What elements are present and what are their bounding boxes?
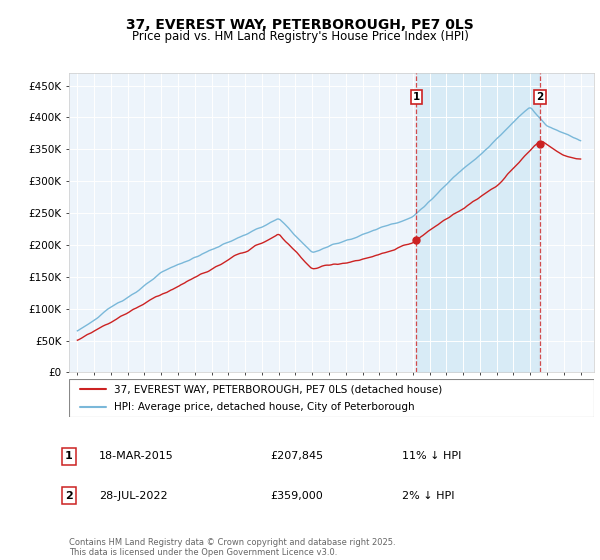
Text: 2: 2 [65,491,73,501]
Text: Price paid vs. HM Land Registry's House Price Index (HPI): Price paid vs. HM Land Registry's House … [131,30,469,44]
Text: 2% ↓ HPI: 2% ↓ HPI [402,491,455,501]
Text: 1: 1 [65,451,73,461]
Text: 18-MAR-2015: 18-MAR-2015 [99,451,174,461]
Text: £207,845: £207,845 [270,451,323,461]
Text: 11% ↓ HPI: 11% ↓ HPI [402,451,461,461]
Text: 28-JUL-2022: 28-JUL-2022 [99,491,167,501]
Text: Contains HM Land Registry data © Crown copyright and database right 2025.
This d: Contains HM Land Registry data © Crown c… [69,538,395,557]
Text: HPI: Average price, detached house, City of Peterborough: HPI: Average price, detached house, City… [113,402,414,412]
Text: £359,000: £359,000 [270,491,323,501]
Text: 37, EVEREST WAY, PETERBOROUGH, PE7 0LS: 37, EVEREST WAY, PETERBOROUGH, PE7 0LS [126,18,474,32]
Text: 2: 2 [536,92,544,102]
Text: 1: 1 [413,92,420,102]
Text: 37, EVEREST WAY, PETERBOROUGH, PE7 0LS (detached house): 37, EVEREST WAY, PETERBOROUGH, PE7 0LS (… [113,384,442,394]
